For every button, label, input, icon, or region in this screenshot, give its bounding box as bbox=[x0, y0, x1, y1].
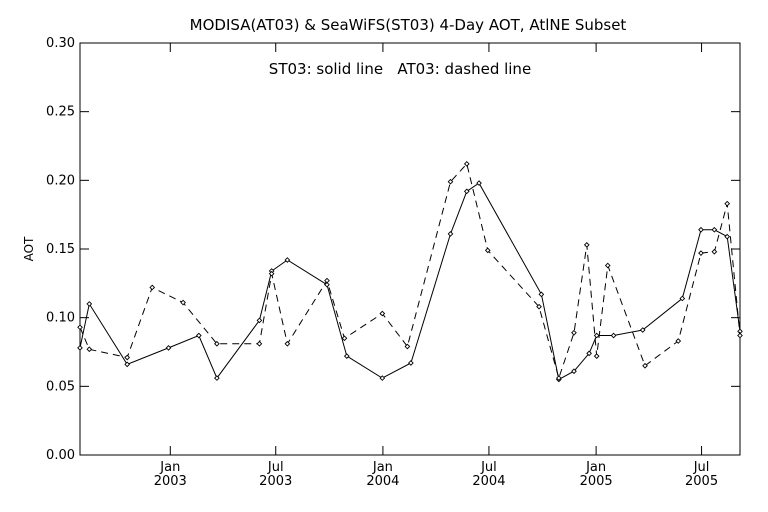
plot-area bbox=[79, 42, 741, 456]
x-tick-label-year: 2005 bbox=[580, 474, 613, 489]
data-point-st03 bbox=[610, 332, 617, 339]
x-tick-label-month: Jul bbox=[267, 460, 284, 475]
data-point-at03 bbox=[268, 270, 275, 277]
data-point-at03 bbox=[583, 242, 590, 248]
data-point-at03 bbox=[214, 340, 220, 347]
x-tick-label-month: Jul bbox=[693, 460, 710, 475]
data-point-st03 bbox=[724, 233, 731, 240]
data-point-st03 bbox=[86, 301, 93, 307]
x-tick-label-year: 2004 bbox=[366, 474, 399, 489]
data-point-at03 bbox=[642, 362, 648, 369]
x-axis: Jan2003Jul2003Jan2004Jul2004Jan2005Jul20… bbox=[154, 43, 718, 489]
data-point-st03 bbox=[447, 231, 454, 237]
data-point-st03 bbox=[711, 226, 718, 233]
data-point-st03 bbox=[463, 188, 470, 195]
data-point-at03 bbox=[180, 299, 186, 306]
data-point-at03 bbox=[604, 262, 611, 269]
data-point-st03 bbox=[165, 345, 172, 351]
data-point-at03 bbox=[463, 161, 470, 167]
data-point-at03 bbox=[324, 277, 330, 284]
data-point-at03 bbox=[571, 329, 577, 336]
data-point-at03 bbox=[711, 248, 718, 255]
data-point-at03 bbox=[404, 343, 411, 350]
x-tick-label-year: 2005 bbox=[685, 474, 718, 489]
data-point-st03 bbox=[379, 375, 386, 381]
data-point-at03 bbox=[484, 247, 491, 254]
data-point-st03 bbox=[476, 180, 482, 186]
data-point-st03 bbox=[586, 350, 592, 357]
data-point-st03 bbox=[324, 281, 330, 288]
x-tick-label-month: Jul bbox=[480, 460, 497, 475]
data-point-at03 bbox=[256, 340, 263, 347]
data-point-st03 bbox=[679, 295, 686, 302]
x-tick-label-month: Jan bbox=[372, 460, 393, 475]
data-point-at03 bbox=[675, 338, 682, 344]
data-point-st03 bbox=[256, 317, 263, 324]
data-point-st03 bbox=[639, 327, 646, 333]
data-point-st03 bbox=[124, 361, 131, 368]
data-point-at03 bbox=[77, 324, 83, 331]
data-point-at03 bbox=[536, 303, 542, 310]
data-point-at03 bbox=[149, 284, 156, 291]
data-point-at03 bbox=[86, 346, 93, 353]
series-line-at03 bbox=[79, 162, 741, 380]
data-point-at03 bbox=[737, 332, 743, 339]
data-point-at03 bbox=[447, 178, 454, 185]
chart-title: MODISA(AT03) & SeaWiFS(ST03) 4-Day AOT, … bbox=[190, 16, 627, 34]
data-point-at03 bbox=[284, 340, 291, 347]
data-point-st03 bbox=[698, 226, 704, 233]
x-tick-label-year: 2003 bbox=[154, 474, 187, 489]
x-tick-label-year: 2004 bbox=[472, 474, 505, 489]
x-tick-label-month: Jan bbox=[159, 460, 180, 475]
y-tick-label: 0.10 bbox=[46, 311, 75, 326]
y-tick-label: 0.25 bbox=[46, 105, 75, 120]
data-point-st03 bbox=[571, 368, 577, 375]
y-tick-label: 0.30 bbox=[46, 36, 75, 51]
data-point-st03 bbox=[408, 360, 414, 366]
data-point-at03 bbox=[555, 375, 562, 381]
y-tick-label: 0.05 bbox=[46, 379, 75, 394]
series-line-st03 bbox=[79, 182, 741, 381]
x-tick-label-month: Jan bbox=[585, 460, 606, 475]
y-tick-label: 0.15 bbox=[46, 242, 75, 257]
x-tick-label-year: 2003 bbox=[259, 474, 292, 489]
data-point-st03 bbox=[214, 375, 220, 381]
data-point-st03 bbox=[195, 332, 202, 339]
data-point-st03 bbox=[77, 345, 83, 351]
data-point-st03 bbox=[593, 332, 600, 339]
series-layer bbox=[77, 161, 743, 383]
data-point-at03 bbox=[379, 310, 386, 317]
legend-annotation: ST03: solid line AT03: dashed line bbox=[269, 60, 531, 78]
y-axis-label: AOT bbox=[22, 236, 36, 261]
data-point-st03 bbox=[538, 291, 545, 298]
data-point-at03 bbox=[593, 353, 600, 359]
data-point-at03 bbox=[341, 335, 348, 342]
y-tick-label: 0.00 bbox=[46, 448, 75, 463]
y-tick-label: 0.20 bbox=[46, 173, 75, 188]
data-point-st03 bbox=[343, 353, 350, 359]
y-axis: 0.00 0.05 0.10 0.15 0.20 0.25 0.30 bbox=[46, 36, 740, 463]
data-point-at03 bbox=[124, 354, 131, 361]
data-point-at03 bbox=[724, 200, 731, 207]
data-point-at03 bbox=[698, 250, 704, 256]
data-point-st03 bbox=[284, 257, 291, 263]
